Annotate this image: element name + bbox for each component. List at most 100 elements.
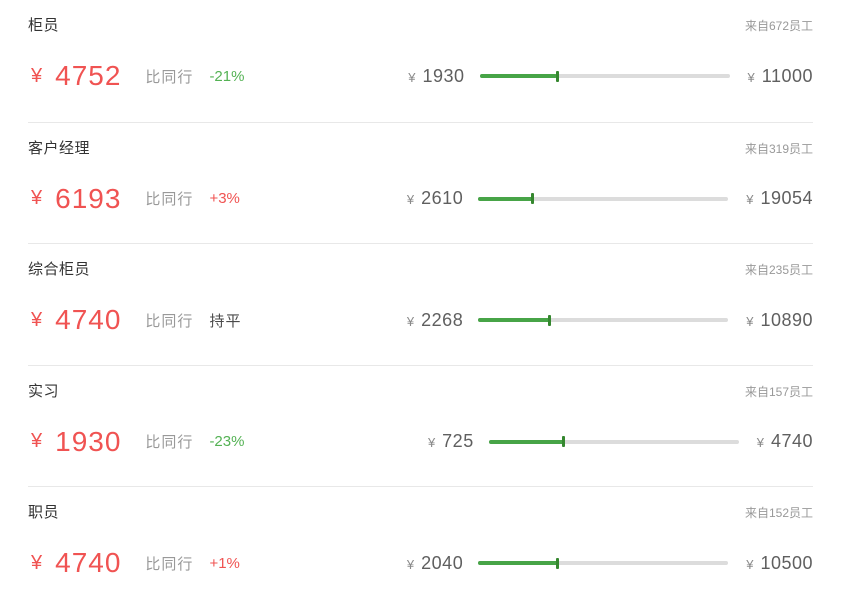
employee-count: 来自235员工 <box>744 263 813 278</box>
job-title[interactable]: 柜员 <box>28 17 60 34</box>
row-main: ¥ 1930 比同行 -23% ¥ 725 ¥ 4740 <box>28 422 813 462</box>
min-salary-label: ¥ 2610 <box>407 188 463 209</box>
row-header: 客户经理 来自319员工 <box>28 137 813 157</box>
salary-block: ¥ 4740 比同行 持平 <box>28 304 400 336</box>
average-salary: 4740 <box>55 547 122 579</box>
salary-row: 职员 来自152员工 ¥ 4740 比同行 +1% ¥ 2040 ¥ <box>28 486 813 608</box>
salary-range-bar <box>478 314 729 326</box>
max-salary-label: ¥ 10500 <box>746 553 813 574</box>
currency-symbol: ¥ <box>408 69 416 85</box>
job-title[interactable]: 客户经理 <box>28 139 91 157</box>
row-main: ¥ 4740 比同行 持平 ¥ 2268 ¥ 10890 <box>28 300 813 340</box>
currency-symbol: ¥ <box>406 556 415 572</box>
currency-symbol: ¥ <box>31 64 43 87</box>
employee-count: 来自157员工 <box>744 384 813 399</box>
range-fill <box>478 196 533 201</box>
employee-count: 来自672员工 <box>744 19 813 33</box>
salary-range: ¥ 725 ¥ 4740 <box>400 431 813 452</box>
max-salary: 11000 <box>761 65 813 86</box>
currency-symbol: ¥ <box>747 69 755 85</box>
range-fill <box>478 561 558 566</box>
currency-symbol: ¥ <box>427 435 436 451</box>
salary-range: ¥ 2610 ¥ 19054 <box>400 188 813 209</box>
salary-block: ¥ 4740 比同行 +1% <box>28 547 400 579</box>
min-salary-label: ¥ 2040 <box>407 553 463 574</box>
max-salary: 10890 <box>760 309 813 330</box>
min-salary: 2268 <box>421 309 464 330</box>
row-header: 综合柜员 来自235员工 <box>28 258 813 278</box>
min-salary-label: ¥ 725 <box>428 431 474 452</box>
job-title[interactable]: 综合柜员 <box>28 261 91 279</box>
salary-block: ¥ 1930 比同行 -23% <box>28 426 400 458</box>
row-header: 柜员 来自672员工 <box>28 14 813 34</box>
currency-symbol: ¥ <box>746 313 754 329</box>
min-salary: 1930 <box>422 65 465 86</box>
delta-value: -23% <box>209 433 245 451</box>
range-fill <box>479 74 558 78</box>
range-fill <box>488 439 564 444</box>
currency-symbol: ¥ <box>406 192 415 208</box>
salary-range-bar <box>478 557 729 569</box>
salary-range: ¥ 1930 ¥ 11000 <box>400 66 813 87</box>
employee-count: 来自152员工 <box>744 506 813 521</box>
average-salary: 1930 <box>55 425 122 457</box>
min-salary: 2610 <box>421 188 464 209</box>
currency-symbol: ¥ <box>31 308 43 331</box>
average-marker <box>556 557 560 569</box>
salary-row: 综合柜员 来自235员工 ¥ 4740 比同行 持平 ¥ 2268 <box>28 243 813 365</box>
min-salary-label: ¥ 1930 <box>408 66 464 87</box>
salary-range: ¥ 2040 ¥ 10500 <box>400 553 813 574</box>
salary-range-bar <box>478 193 729 205</box>
max-salary-label: ¥ 4740 <box>757 431 813 452</box>
row-header: 职员 来自152员工 <box>28 501 813 521</box>
employee-count: 来自319员工 <box>744 141 813 156</box>
job-title[interactable]: 实习 <box>28 382 60 400</box>
salary-row: 客户经理 来自319员工 ¥ 6193 比同行 +3% ¥ 2610 <box>28 121 813 244</box>
max-salary: 4740 <box>770 431 813 452</box>
currency-symbol: ¥ <box>746 192 754 208</box>
average-marker <box>531 193 535 205</box>
compare-label: 比同行 <box>145 312 194 330</box>
delta-value: -21% <box>209 67 245 85</box>
job-title[interactable]: 职员 <box>28 504 60 522</box>
row-main: ¥ 4740 比同行 +1% ¥ 2040 ¥ 10500 <box>28 543 813 583</box>
delta-value: +3% <box>209 190 240 208</box>
currency-symbol: ¥ <box>31 551 43 574</box>
salary-block: ¥ 4752 比同行 -21% <box>28 60 400 92</box>
currency-symbol: ¥ <box>406 313 415 329</box>
max-salary: 19054 <box>760 188 813 209</box>
row-main: ¥ 4752 比同行 -21% ¥ 1930 ¥ 11000 <box>28 56 813 96</box>
max-salary-label: ¥ 10890 <box>746 310 813 331</box>
min-salary: 2040 <box>421 552 464 573</box>
salary-row: 柜员 来自672员工 ¥ 4752 比同行 -21% ¥ 1930 <box>28 0 813 122</box>
average-salary: 6193 <box>55 182 122 214</box>
delta-value: +1% <box>209 554 240 572</box>
compare-label: 比同行 <box>145 555 194 573</box>
currency-symbol: ¥ <box>756 435 764 451</box>
salary-block: ¥ 6193 比同行 +3% <box>28 183 400 215</box>
max-salary-label: ¥ 19054 <box>746 188 813 209</box>
salary-range-bar <box>479 70 730 82</box>
average-salary: 4740 <box>55 304 122 336</box>
compare-label: 比同行 <box>145 434 194 452</box>
compare-label: 比同行 <box>145 191 194 209</box>
average-marker <box>555 70 559 82</box>
average-marker <box>562 436 566 448</box>
average-marker <box>548 314 552 326</box>
salary-row: 实习 来自157员工 ¥ 1930 比同行 -23% ¥ 725 ¥ <box>28 364 813 487</box>
currency-symbol: ¥ <box>31 430 43 453</box>
currency-symbol: ¥ <box>31 187 43 210</box>
delta-value: 持平 <box>209 312 242 330</box>
range-fill <box>478 318 550 323</box>
max-salary: 10500 <box>760 552 813 573</box>
row-header: 实习 来自157员工 <box>28 380 813 400</box>
compare-label: 比同行 <box>145 68 194 86</box>
salary-range: ¥ 2268 ¥ 10890 <box>400 310 813 331</box>
max-salary-label: ¥ 11000 <box>748 66 813 87</box>
min-salary: 725 <box>442 431 474 452</box>
currency-symbol: ¥ <box>746 556 754 572</box>
min-salary-label: ¥ 2268 <box>407 310 463 331</box>
salary-range-bar <box>488 436 739 448</box>
row-main: ¥ 6193 比同行 +3% ¥ 2610 ¥ 19054 <box>28 179 813 219</box>
